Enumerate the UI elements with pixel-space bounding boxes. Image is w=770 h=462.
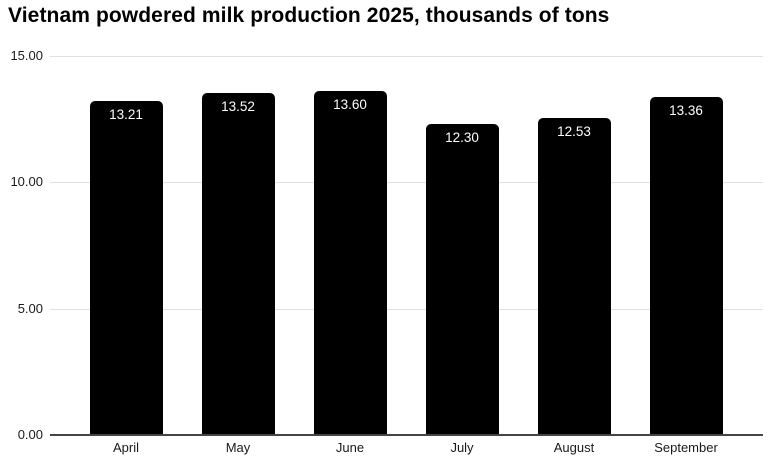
chart-title: Vietnam powdered milk production 2025, t… [8,4,610,27]
bar-june: 13.60 [313,91,387,435]
gridline [50,56,763,57]
x-tick-label: May [225,440,251,455]
y-tick-label: 0.00 [17,427,43,442]
bar-value-label: 13.36 [669,103,703,119]
bar-value-label: 13.21 [109,107,143,123]
bar-value-label: 13.60 [333,97,367,113]
bar-value-label: 13.52 [221,99,255,115]
x-tick-label: April [112,440,139,455]
bar-may: 13.52 [201,93,275,435]
bar-july: 12.30 [425,124,499,435]
gridline [50,308,763,310]
x-tick-label: June [335,440,365,455]
x-tick-label: September [654,440,718,455]
bar-value-label: 12.53 [557,124,591,140]
x-axis-baseline [50,434,763,436]
bar-september: 13.36 [649,97,723,435]
bar-value-label: 12.30 [445,130,479,146]
bar-april: 13.21 [89,101,163,435]
bar-august: 12.53 [537,118,611,435]
y-tick-label: 5.00 [17,300,43,316]
x-tick-label: August [553,440,595,455]
y-tick-label: 15.00 [10,48,43,63]
x-tick-label: July [450,440,474,455]
gridline [50,182,763,184]
y-tick-label: 10.00 [10,174,43,190]
